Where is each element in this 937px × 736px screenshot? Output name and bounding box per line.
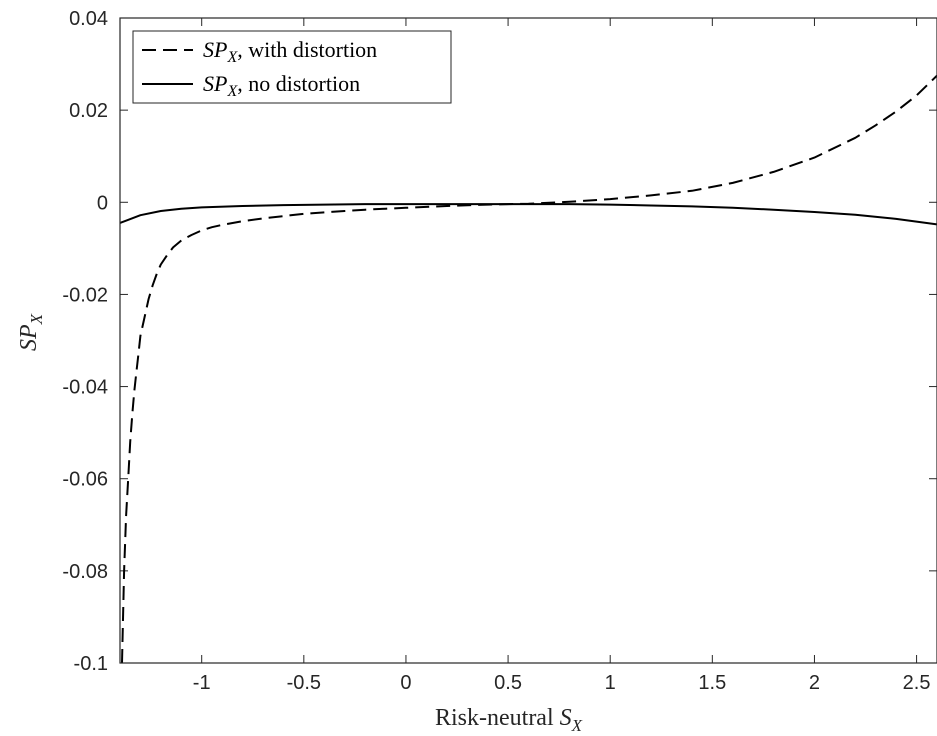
x-tick-label: 1.5 bbox=[698, 672, 726, 694]
y-tick-label: -0.1 bbox=[74, 653, 108, 675]
plot-frame bbox=[119, 17, 937, 664]
x-tick-label: 2 bbox=[809, 672, 820, 694]
series-with-distortion-line bbox=[121, 74, 937, 663]
y-axis-sub: X bbox=[27, 313, 46, 325]
legend: SPX, with distortion SPX, no distortion bbox=[132, 30, 452, 104]
x-axis-var: S bbox=[560, 705, 572, 731]
x-tick-label: -1 bbox=[193, 672, 211, 694]
x-axis-title: Risk-neutral SX bbox=[435, 705, 583, 735]
legend-box bbox=[132, 30, 452, 104]
x-tick-label: 0.5 bbox=[494, 672, 522, 694]
y-tick-label: -0.06 bbox=[62, 469, 108, 491]
series-layer bbox=[120, 74, 937, 663]
x-tick-label: 2.5 bbox=[903, 672, 931, 694]
y-tick-label: 0.02 bbox=[69, 100, 108, 122]
legend-suffix: , no distortion bbox=[237, 71, 360, 96]
y-tick-label: -0.02 bbox=[62, 284, 108, 306]
y-tick-label: 0.04 bbox=[69, 8, 108, 30]
legend-var: SP bbox=[203, 71, 227, 96]
x-axis-prefix: Risk-neutral bbox=[435, 705, 560, 731]
y-axis-var: SP bbox=[16, 324, 42, 351]
legend-entry-with-distortion: SPX, with distortion bbox=[203, 37, 377, 66]
y-tick-label: -0.08 bbox=[62, 561, 108, 583]
legend-suffix: , with distortion bbox=[237, 37, 377, 62]
legend-var: SP bbox=[203, 37, 227, 62]
x-tick-label: -0.5 bbox=[287, 672, 321, 694]
legend-sub: X bbox=[226, 83, 238, 100]
y-axis-title: SPX bbox=[16, 313, 46, 351]
x-tick-label: 0 bbox=[400, 672, 411, 694]
y-tick-label: 0 bbox=[97, 192, 108, 214]
x-tick-label: 1 bbox=[605, 672, 616, 694]
legend-entry-no-distortion: SPX, no distortion bbox=[203, 71, 360, 100]
axis-ticks: -1 -0.5 0 0.5 1 1.5 2 2.5 -0.1 -0.08 -0.06 -0.04 -0.… bbox=[62, 8, 937, 694]
y-tick-label: -0.04 bbox=[62, 377, 108, 399]
series-no-distortion-line bbox=[120, 203, 937, 226]
legend-sub: X bbox=[226, 49, 238, 66]
x-axis-sub: X bbox=[571, 716, 583, 735]
